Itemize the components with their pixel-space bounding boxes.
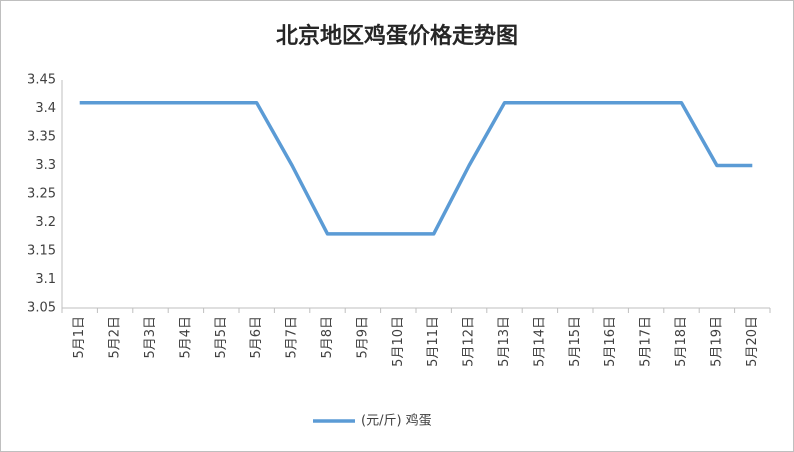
x-tick-label: 5月18日 <box>674 316 689 367</box>
x-tick-label: 5月19日 <box>709 316 724 367</box>
x-tick-label: 5月16日 <box>603 316 618 367</box>
x-tick-label: 5月4日 <box>178 316 193 359</box>
y-tick-label: 3.4 <box>35 101 56 116</box>
y-tick-label: 3.1 <box>35 272 56 287</box>
y-tick-label: 3.25 <box>27 187 56 202</box>
x-tick-label: 5月3日 <box>143 316 158 359</box>
y-tick-label: 3.15 <box>27 244 56 259</box>
x-tick-label: 5月6日 <box>249 316 264 359</box>
x-tick-label: 5月8日 <box>320 316 335 359</box>
x-tick-label: 5月10日 <box>391 316 406 367</box>
x-tick-label: 5月5日 <box>214 316 229 359</box>
x-tick-label: 5月20日 <box>745 316 760 367</box>
x-tick-label: 5月1日 <box>72 316 87 359</box>
y-tick-label: 3.35 <box>27 130 56 145</box>
x-tick-label: 5月9日 <box>355 316 370 359</box>
x-tick-label: 5月12日 <box>462 316 477 367</box>
x-tick-label: 5月17日 <box>639 316 654 367</box>
x-tick-label: 5月2日 <box>108 316 123 359</box>
y-tick-label: 3.05 <box>27 301 56 316</box>
x-tick-label: 5月11日 <box>426 316 441 367</box>
x-tick-label: 5月14日 <box>532 316 547 367</box>
x-tick-label: 5月15日 <box>568 316 583 367</box>
series-line <box>79 101 753 236</box>
y-tick-label: 3.2 <box>35 215 56 230</box>
x-tick-label: 5月7日 <box>285 316 300 359</box>
chart-title: 北京地区鸡蛋价格走势图 <box>276 23 518 49</box>
x-tick-label: 5月13日 <box>497 316 512 367</box>
y-tick-label: 3.45 <box>27 73 56 88</box>
y-tick-label: 3.3 <box>35 158 56 173</box>
legend-label: (元/斤) 鸡蛋 <box>361 413 432 429</box>
